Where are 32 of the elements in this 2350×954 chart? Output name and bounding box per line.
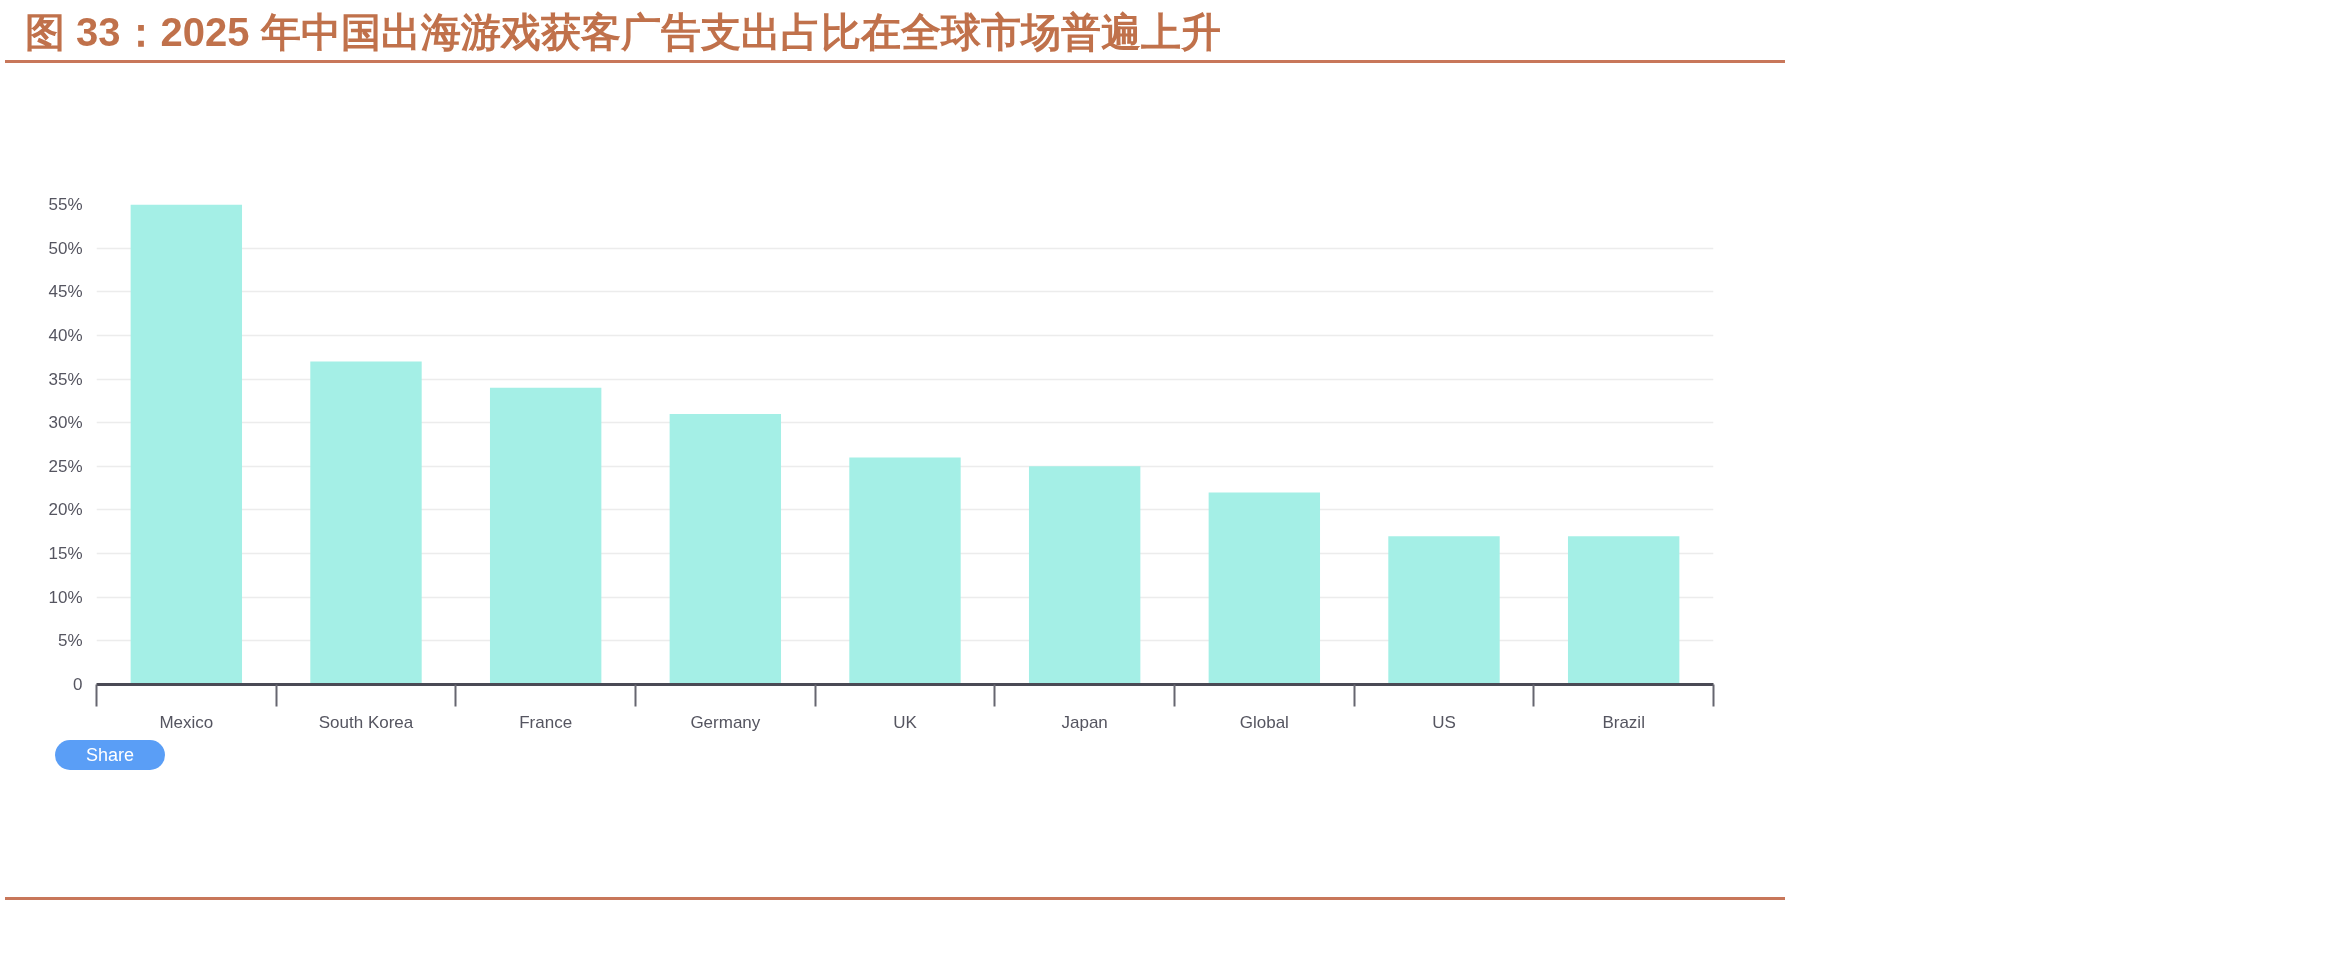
x-tick-label: US xyxy=(1432,712,1456,732)
bar xyxy=(669,413,782,685)
bar xyxy=(310,361,422,685)
x-tick-label: Global xyxy=(1239,712,1289,732)
bar xyxy=(130,204,243,685)
chart-title: 图 33：2025 年中国出海游戏获客广告支出占比在全球市场普遍上升 xyxy=(25,9,1221,56)
y-tick-label: 40% xyxy=(48,325,83,345)
y-tick-label: 35% xyxy=(48,369,83,389)
bar xyxy=(849,457,961,685)
y-tick-label: 45% xyxy=(48,282,83,302)
text: Share xyxy=(85,744,135,767)
y-tick-label: 20% xyxy=(48,500,83,520)
y-tick-label: 5% xyxy=(57,631,83,651)
y-tick-label: 55% xyxy=(48,195,83,214)
y-tick-label: 15% xyxy=(48,544,83,564)
x-tick-label: UK xyxy=(893,712,918,732)
bar xyxy=(489,387,602,685)
bar xyxy=(1028,466,1141,685)
y-tick-label: 25% xyxy=(48,456,83,476)
y-tick-label: 0 xyxy=(73,675,83,694)
x-tick-label: Japan xyxy=(1061,712,1108,732)
x-tick-label: France xyxy=(519,712,573,732)
y-tick-label: 50% xyxy=(48,238,83,258)
y-tick-label: 30% xyxy=(48,413,83,433)
x-tick-label: South Korea xyxy=(318,712,414,732)
x-tick-label: Mexico xyxy=(159,712,214,732)
x-tick-label: Brazil xyxy=(1602,712,1645,732)
bar xyxy=(1208,492,1321,685)
bar xyxy=(1388,536,1500,685)
bar xyxy=(1567,536,1680,685)
x-tick-label: Germany xyxy=(690,712,761,732)
y-tick-label: 10% xyxy=(48,587,83,607)
